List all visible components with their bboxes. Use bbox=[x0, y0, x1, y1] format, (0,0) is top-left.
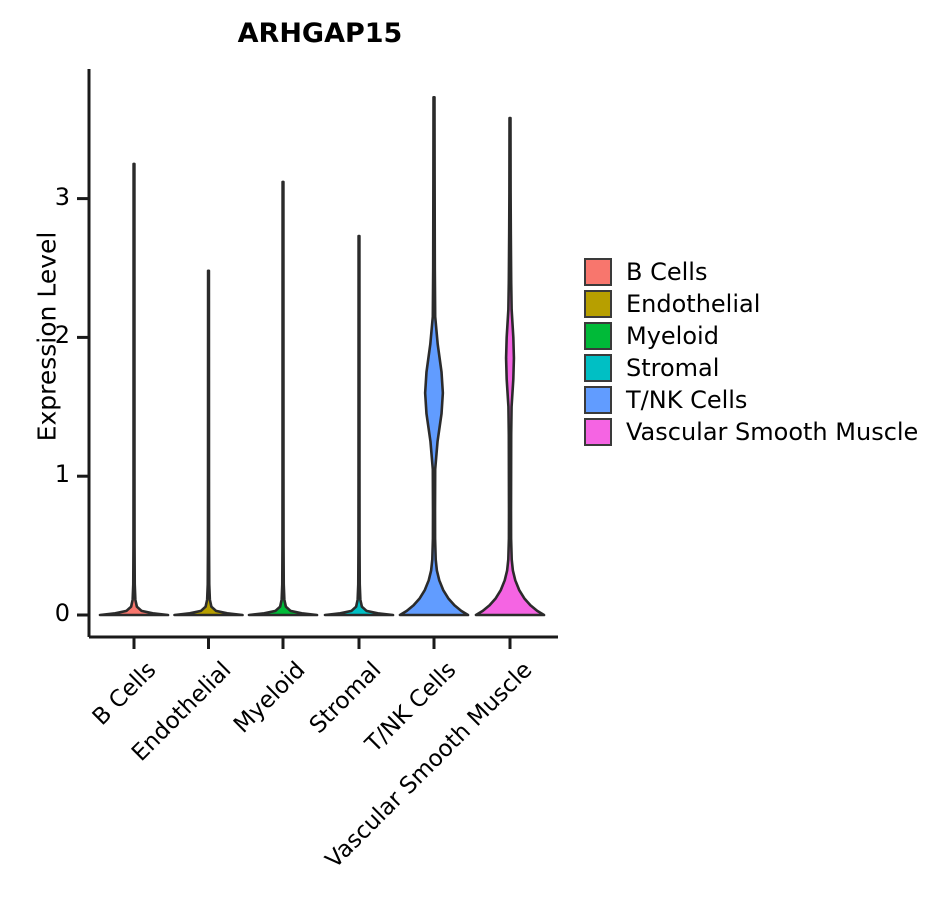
legend-label: Vascular Smooth Muscle bbox=[626, 418, 919, 446]
y-tick-label: 3 bbox=[54, 182, 70, 211]
legend-item[interactable]: Stromal bbox=[584, 352, 918, 384]
page-title: ARHGAP15 bbox=[237, 18, 403, 49]
violin-b-cells[interactable] bbox=[98, 162, 170, 617]
legend-item[interactable]: Myeloid bbox=[584, 320, 918, 352]
axes-group bbox=[77, 69, 558, 649]
y-tick-label: 0 bbox=[54, 599, 70, 627]
x-tick-marks bbox=[132, 637, 512, 649]
legend: B Cells Endothelial Myeloid Stromal T/NK Cel… bbox=[584, 256, 918, 448]
legend-label: T/NK Cells bbox=[626, 386, 748, 414]
legend-swatch-icon bbox=[584, 386, 612, 414]
legend-swatch-icon bbox=[584, 258, 612, 286]
violin-stromal[interactable] bbox=[323, 234, 395, 617]
y-tick-label: 2 bbox=[54, 321, 70, 350]
legend-item[interactable]: B Cells bbox=[584, 256, 918, 288]
y-tick-marks bbox=[77, 197, 89, 617]
legend-item[interactable]: T/NK Cells bbox=[584, 384, 918, 416]
violin-myeloid[interactable] bbox=[247, 180, 319, 617]
violin-t-nk-cells[interactable] bbox=[398, 95, 470, 617]
violin-vascular-smooth-muscle[interactable] bbox=[474, 116, 546, 617]
legend-swatch-icon bbox=[584, 322, 612, 350]
legend-swatch-icon bbox=[584, 354, 612, 382]
violin-endothelial[interactable] bbox=[173, 269, 244, 617]
legend-label: Stromal bbox=[626, 354, 720, 382]
legend-label: Endothelial bbox=[626, 290, 761, 318]
legend-label: B Cells bbox=[626, 258, 708, 286]
legend-label: Myeloid bbox=[626, 322, 719, 350]
legend-item[interactable]: Vascular Smooth Muscle bbox=[584, 416, 918, 448]
y-tick-label: 1 bbox=[54, 460, 70, 489]
legend-swatch-icon bbox=[584, 290, 612, 318]
legend-swatch-icon bbox=[584, 418, 612, 446]
violin-series-group bbox=[98, 95, 546, 617]
legend-item[interactable]: Endothelial bbox=[584, 288, 918, 320]
